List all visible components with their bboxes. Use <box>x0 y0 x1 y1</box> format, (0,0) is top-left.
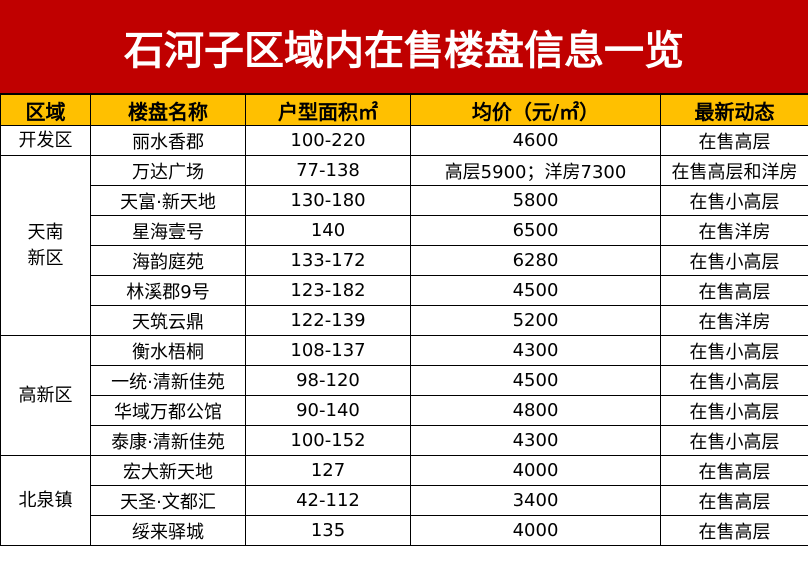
cell: 122-139 <box>245 305 411 336</box>
cell: 在售高层和洋房 <box>660 155 808 186</box>
region-cell: 天南 新区 <box>0 155 91 336</box>
cell: 4600 <box>410 125 661 156</box>
cell: 天筑云鼎 <box>90 305 246 336</box>
cell: 在售高层 <box>660 455 808 486</box>
title: 石河子区域内在售楼盘信息一览 <box>0 0 808 94</box>
cell: 4000 <box>410 455 661 486</box>
cell: 5800 <box>410 185 661 216</box>
cell: 123-182 <box>245 275 411 306</box>
cell: 衡水梧桐 <box>90 335 246 366</box>
cell: 天富·新天地 <box>90 185 246 216</box>
table-row: 林溪郡9号 123-182 4500 在售高层 <box>1 275 808 306</box>
cell: 4800 <box>410 395 661 426</box>
region-cell: 高新区 <box>0 335 91 456</box>
cell: 4000 <box>410 515 661 546</box>
cell: 在售洋房 <box>660 215 808 246</box>
region-line: 高新区 <box>18 384 73 406</box>
table-row: 一统·清新佳苑 98-120 4500 在售小高层 <box>1 365 808 396</box>
table-row: 开发区 丽水香郡 100-220 4600 在售高层 <box>0 125 808 156</box>
cell: 在售小高层 <box>660 425 808 456</box>
table-body: 开发区 丽水香郡 100-220 4600 在售高层 天南 新区 万达广场 77-138 高层59… <box>0 125 808 546</box>
region-line: 新区 <box>27 247 64 269</box>
cell: 泰康·清新佳苑 <box>90 425 246 456</box>
header-row: 区域 楼盘名称 户型面积㎡ 均价（元/㎡） 最新动态 <box>0 94 808 126</box>
region-line: 北泉镇 <box>18 489 73 511</box>
cell: 高层5900；洋房7300 <box>410 155 661 186</box>
region-cell: 开发区 <box>0 125 91 156</box>
header-cell: 最新动态 <box>660 94 808 126</box>
header-cell: 楼盘名称 <box>90 94 246 126</box>
cell: 宏大新天地 <box>90 455 246 486</box>
cell: 在售高层 <box>660 485 808 516</box>
cell: 海韵庭苑 <box>90 245 246 276</box>
cell: 100-152 <box>245 425 411 456</box>
cell: 华域万都公馆 <box>90 395 246 426</box>
table-row: 高新区 衡水梧桐 108-137 4300 在售小高层 <box>0 335 808 456</box>
cell: 3400 <box>410 485 661 516</box>
table-row: 天南 新区 万达广场 77-138 高层5900；洋房7300 在售高层和洋房 <box>0 155 808 336</box>
cell: 4300 <box>410 425 661 456</box>
table-row: 北泉镇 宏大新天地 127 4000 在售高层 <box>0 455 808 546</box>
cell: 林溪郡9号 <box>90 275 246 306</box>
cell: 135 <box>245 515 411 546</box>
cell: 98-120 <box>245 365 411 396</box>
cell: 在售洋房 <box>660 305 808 336</box>
cell: 在售高层 <box>660 515 808 546</box>
region-line: 天南 <box>27 221 64 243</box>
cell: 4300 <box>410 335 661 366</box>
cell: 140 <box>245 215 411 246</box>
cell: 100-220 <box>245 125 411 156</box>
cell: 5200 <box>410 305 661 336</box>
cell: 130-180 <box>245 185 411 216</box>
table-row: 绥来驿城 135 4000 在售高层 <box>1 515 808 546</box>
table-row: 天筑云鼎 122-139 5200 在售洋房 <box>1 305 808 336</box>
cell: 6500 <box>410 215 661 246</box>
cell: 在售小高层 <box>660 185 808 216</box>
cell: 绥来驿城 <box>90 515 246 546</box>
cell: 6280 <box>410 245 661 276</box>
cell: 星海壹号 <box>90 215 246 246</box>
cell: 在售小高层 <box>660 365 808 396</box>
cell: 在售高层 <box>660 275 808 306</box>
cell: 丽水香郡 <box>90 125 246 156</box>
cell: 在售小高层 <box>660 335 808 366</box>
cell: 108-137 <box>245 335 411 366</box>
header-cell: 均价（元/㎡） <box>410 94 661 126</box>
table-row: 泰康·清新佳苑 100-152 4300 在售小高层 <box>1 425 808 456</box>
table: 区域 楼盘名称 户型面积㎡ 均价（元/㎡） 最新动态 开发区 丽水香郡 100-220 460… <box>0 94 808 546</box>
cell: 在售小高层 <box>660 245 808 276</box>
cell: 42-112 <box>245 485 411 516</box>
cell: 133-172 <box>245 245 411 276</box>
table-row: 海韵庭苑 133-172 6280 在售小高层 <box>1 245 808 276</box>
cell: 万达广场 <box>90 155 246 186</box>
table-row: 天圣·文都汇 42-112 3400 在售高层 <box>1 485 808 516</box>
cell: 4500 <box>410 275 661 306</box>
cell: 77-138 <box>245 155 411 186</box>
table-row: 星海壹号 140 6500 在售洋房 <box>1 215 808 246</box>
cell: 在售小高层 <box>660 395 808 426</box>
region-line: 开发区 <box>18 129 73 151</box>
header-cell: 区域 <box>0 94 91 126</box>
cell: 一统·清新佳苑 <box>90 365 246 396</box>
cell: 天圣·文都汇 <box>90 485 246 516</box>
table-row: 天富·新天地 130-180 5800 在售小高层 <box>1 185 808 216</box>
cell: 4500 <box>410 365 661 396</box>
table-row: 华域万都公馆 90-140 4800 在售小高层 <box>1 395 808 426</box>
header-cell: 户型面积㎡ <box>245 94 411 126</box>
cell: 127 <box>245 455 411 486</box>
cell: 在售高层 <box>660 125 808 156</box>
region-cell: 北泉镇 <box>0 455 91 546</box>
cell: 90-140 <box>245 395 411 426</box>
